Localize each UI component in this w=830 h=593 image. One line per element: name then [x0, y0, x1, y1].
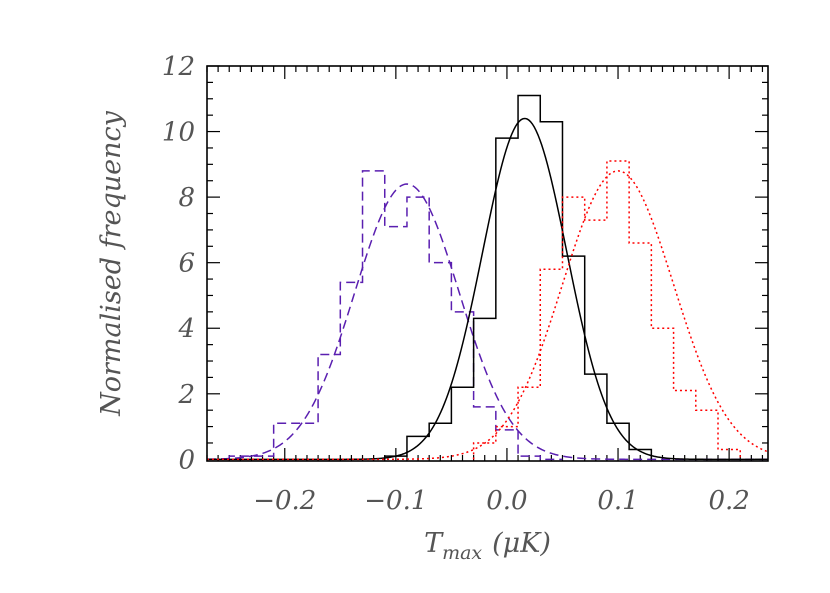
y-tick-labels: 0 2 4 6 8 10 12: [162, 52, 195, 475]
x-axis-label-unit: (μK): [492, 528, 551, 559]
x-axis-label-sub: max: [442, 542, 482, 564]
x-axis-label-main: T: [424, 528, 444, 559]
axis-ticks: [206, 65, 768, 461]
y-tick-label: 12: [162, 52, 195, 82]
y-tick-label: 0: [178, 445, 195, 475]
x-tick-labels: −0.2 −0.1 0.0 0.1 0.2: [253, 486, 750, 516]
series-2-gaussian-fit: [207, 117, 768, 461]
series-3-gaussian-fit: [207, 170, 769, 461]
y-tick-label: 10: [162, 118, 195, 148]
x-tick-label: 0.0: [486, 486, 527, 516]
x-axis-label: Tmax (μK): [424, 528, 551, 564]
plot-frame: [206, 65, 769, 462]
y-tick-label: 4: [177, 314, 195, 344]
y-axis-label: Normalised frequency: [96, 110, 127, 416]
x-tick-label: 0.2: [708, 486, 749, 516]
y-tick-label: 6: [178, 249, 195, 279]
x-tick-label: −0.2: [253, 486, 316, 516]
series-1-gaussian-fit: [206, 183, 768, 461]
series-1-histogram: [228, 170, 563, 461]
y-tick-label: 2: [177, 380, 195, 410]
series-layer: [206, 94, 769, 461]
y-tick-label: 8: [178, 183, 195, 213]
series-2-histogram: [383, 94, 653, 460]
x-tick-label: −0.1: [364, 486, 427, 516]
x-tick-label: 0.1: [597, 486, 638, 516]
